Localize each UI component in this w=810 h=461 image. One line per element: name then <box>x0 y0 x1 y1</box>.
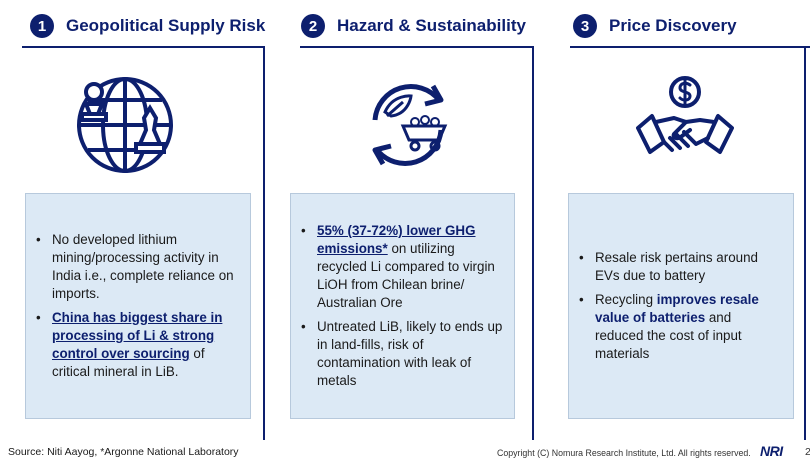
column-price: 3 Price Discovery Resale risk pertains a… <box>560 0 810 440</box>
highlight-text: improves resale value of batteries <box>595 292 759 325</box>
list-item: Resale risk pertains around EVs due to b… <box>579 249 783 285</box>
number-badge: 1 <box>30 14 54 38</box>
column-divider <box>532 46 534 440</box>
column-divider <box>263 46 265 440</box>
list-item: Untreated LiB, likely to ends up in land… <box>301 318 504 390</box>
number-badge: 2 <box>301 14 325 38</box>
page-number: 2 <box>805 446 810 458</box>
source-note: Source: Niti Aayog, *Argonne National La… <box>8 446 239 458</box>
column-header: 1 Geopolitical Supply Risk <box>30 6 265 46</box>
column-title: Geopolitical Supply Risk <box>66 16 266 35</box>
column-geopolitical: 1 Geopolitical Supply Risk No developed … <box>0 0 265 440</box>
list-item: 55% (37-72%) lower GHG emissions* on uti… <box>301 222 504 312</box>
number-badge: 3 <box>573 14 597 38</box>
list-item: Recycling improves resale value of batte… <box>579 291 783 363</box>
highlight-text: 55% (37-72%) lower GHG emissions* <box>317 223 476 256</box>
column-title: Hazard & Sustainability <box>337 16 526 35</box>
copyright-text: Copyright (C) Nomura Research Institute,… <box>497 448 751 458</box>
column-hazard: 2 Hazard & Sustainability 55% (37-72%) l… <box>288 0 534 440</box>
info-box: 55% (37-72%) lower GHG emissions* on uti… <box>290 193 515 419</box>
handshake-dollar-icon <box>630 70 740 180</box>
header-underline <box>300 46 533 48</box>
column-divider <box>804 46 806 440</box>
highlight-text: China has biggest share in processing of… <box>52 310 223 361</box>
list-item: China has biggest share in processing of… <box>36 309 240 381</box>
bullet-list: Resale risk pertains around EVs due to b… <box>577 249 783 363</box>
bullet-list: No developed lithium mining/processing a… <box>34 231 240 381</box>
header-underline <box>22 46 265 48</box>
info-box: No developed lithium mining/processing a… <box>25 193 251 419</box>
list-item: No developed lithium mining/processing a… <box>36 231 240 303</box>
globe-chess-icon <box>70 70 180 180</box>
nri-logo: NRI <box>760 443 783 459</box>
column-header: 3 Price Discovery <box>573 6 810 46</box>
info-box: Resale risk pertains around EVs due to b… <box>568 193 794 419</box>
bullet-list: 55% (37-72%) lower GHG emissions* on uti… <box>299 222 504 390</box>
header-underline <box>570 46 810 48</box>
column-title: Price Discovery <box>609 16 737 35</box>
column-header: 2 Hazard & Sustainability <box>301 6 534 46</box>
recycle-leaf-cart-icon <box>353 70 463 180</box>
